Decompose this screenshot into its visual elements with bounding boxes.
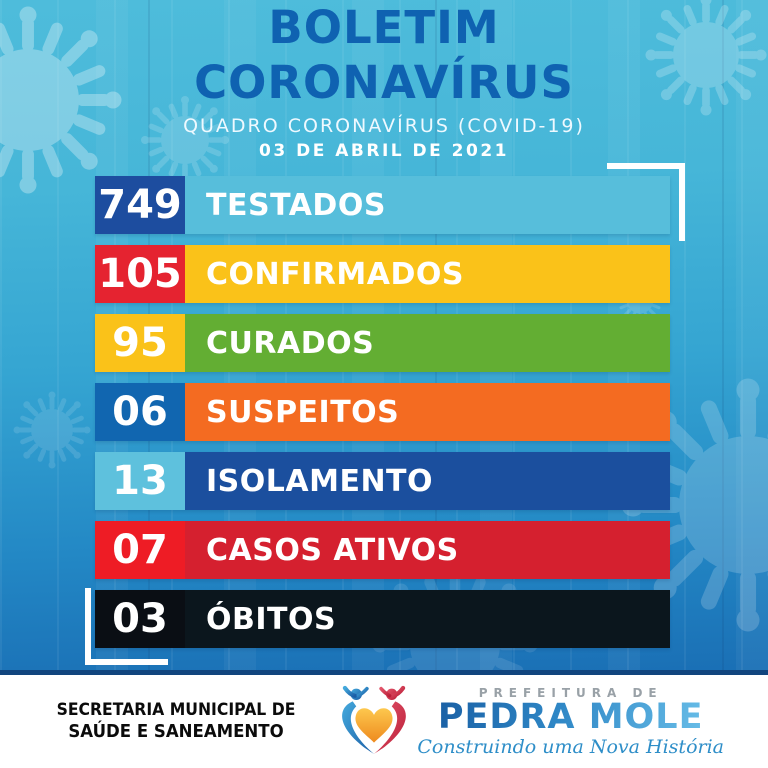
- logo-city-name: PEDRA MOLE: [417, 699, 724, 735]
- bulletin-date: 03 DE ABRIL DE 2021: [259, 141, 509, 161]
- department-line1: SECRETARIA MUNICIPAL DE: [56, 700, 296, 721]
- header: BOLETIM CORONAVÍRUS QUADRO CORONAVÍRUS (…: [0, 0, 768, 161]
- stat-row-suspeitos: 06 SUSPEITOS: [95, 383, 670, 441]
- stat-value: 06: [95, 383, 185, 441]
- logo-text: PREFEITURA DE PEDRA MOLE Construindo uma…: [417, 686, 724, 758]
- stat-row-testados: 749 TESTADOS: [95, 176, 670, 234]
- stat-row-obitos: 03 ÓBITOS: [95, 590, 670, 648]
- stat-label: SUSPEITOS: [206, 394, 400, 430]
- stat-label: ISOLAMENTO: [206, 463, 434, 499]
- stat-label: ÓBITOS: [206, 601, 337, 637]
- stat-row-confirmados: 105 CONFIRMADOS: [95, 245, 670, 303]
- corner-bracket-bottom-left: [85, 588, 168, 665]
- stat-value: 13: [95, 452, 185, 510]
- stat-row-curados: 95 CURADOS: [95, 314, 670, 372]
- footer: SECRETARIA MUNICIPAL DE SAÚDE E SANEAMEN…: [0, 670, 768, 768]
- subtitle: QUADRO CORONAVÍRUS (COVID-19): [183, 115, 585, 137]
- prefeitura-logo: PREFEITURA DE PEDRA MOLE Construindo uma…: [335, 684, 724, 760]
- logo-slogan: Construindo uma Nova História: [417, 735, 724, 758]
- stat-label: CONFIRMADOS: [206, 256, 464, 292]
- title-line2: CORONAVÍRUS: [194, 56, 574, 109]
- stat-value: 07: [95, 521, 185, 579]
- stat-value: 749: [95, 176, 185, 234]
- stat-row-isolamento: 13 ISOLAMENTO: [95, 452, 670, 510]
- stats-table: 749 TESTADOS 105 CONFIRMADOS 95 CURADOS …: [95, 176, 670, 659]
- stat-row-casos-ativos: 07 CASOS ATIVOS: [95, 521, 670, 579]
- pedra-mole-logo-icon: [342, 685, 407, 754]
- department-name: SECRETARIA MUNICIPAL DE SAÚDE E SANEAMEN…: [38, 700, 314, 743]
- stat-value: 95: [95, 314, 185, 372]
- stat-label: CURADOS: [206, 325, 375, 361]
- corner-bracket-top-right: [607, 163, 685, 241]
- stat-label: TESTADOS: [206, 187, 386, 223]
- stat-label: CASOS ATIVOS: [206, 532, 459, 568]
- stat-value: 03: [95, 590, 185, 648]
- department-line2: SAÚDE E SANEAMENTO: [68, 720, 284, 742]
- stat-value: 105: [95, 245, 185, 303]
- title-line1: BOLETIM: [268, 1, 500, 54]
